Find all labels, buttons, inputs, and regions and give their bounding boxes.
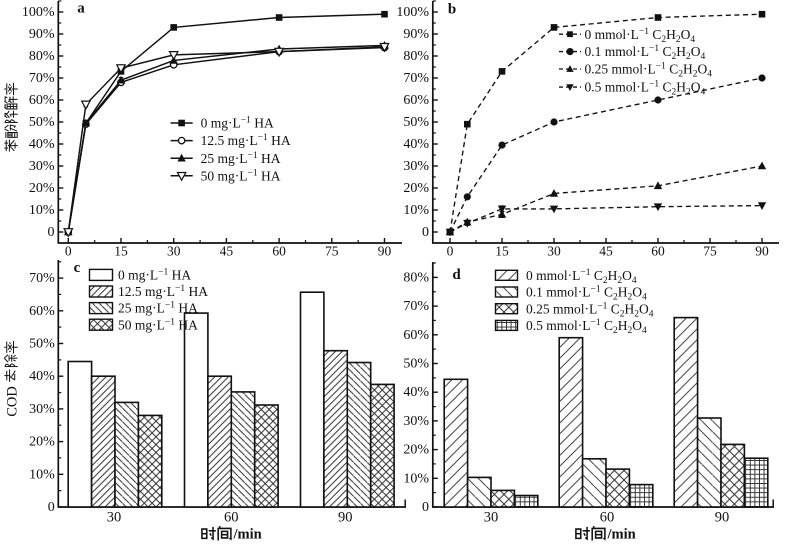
svg-text:40%: 40% (403, 385, 429, 400)
svg-text:75: 75 (703, 243, 717, 258)
svg-text:COD: COD (5, 386, 21, 417)
svg-text:0.1 mmol·L−1 C2H2O4: 0.1 mmol·L−1 C2H2O4 (526, 285, 647, 303)
svg-text:60%: 60% (403, 93, 429, 108)
svg-text:10%: 10% (403, 203, 429, 218)
svg-text:60%: 60% (29, 304, 55, 319)
svg-text:60: 60 (224, 510, 239, 526)
svg-text:90: 90 (755, 243, 769, 258)
svg-text:10%: 10% (403, 471, 429, 486)
svg-text:80%: 80% (403, 270, 429, 285)
svg-text:50%: 50% (403, 115, 429, 130)
svg-text:0: 0 (422, 225, 429, 240)
svg-text:/min: /min (233, 526, 262, 542)
svg-text:90%: 90% (403, 27, 429, 42)
svg-text:/min: /min (607, 526, 636, 542)
svg-text:40%: 40% (29, 137, 55, 152)
svg-text:0: 0 (422, 500, 429, 515)
svg-text:70%: 70% (403, 71, 429, 86)
svg-text:45: 45 (220, 243, 234, 258)
svg-text:15: 15 (114, 243, 128, 258)
svg-text:80%: 80% (403, 49, 429, 64)
svg-text:50%: 50% (403, 357, 429, 372)
svg-text:0 mg·L−1 HA: 0 mg·L−1 HA (118, 268, 191, 283)
svg-text:60%: 60% (403, 328, 429, 343)
svg-text:12.5 mg·L−1 HA: 12.5 mg·L−1 HA (118, 284, 208, 299)
svg-text:100%: 100% (396, 5, 429, 20)
svg-text:12.5 mg·L−1 HA: 12.5 mg·L−1 HA (201, 133, 291, 148)
svg-text:c: c (74, 260, 81, 276)
svg-text:30%: 30% (29, 159, 55, 174)
svg-text:0 mg·L−1 HA: 0 mg·L−1 HA (201, 116, 274, 131)
svg-text:30%: 30% (403, 159, 429, 174)
svg-text:40%: 40% (403, 137, 429, 152)
svg-text:0: 0 (48, 225, 55, 240)
svg-text:50 mg·L−1 HA: 50 mg·L−1 HA (201, 168, 281, 183)
svg-text:50%: 50% (29, 115, 55, 130)
svg-text:30%: 30% (29, 402, 55, 417)
svg-text:80%: 80% (29, 49, 55, 64)
svg-text:0: 0 (48, 500, 55, 515)
svg-text:90: 90 (715, 510, 730, 526)
svg-text:30%: 30% (403, 414, 429, 429)
svg-text:45: 45 (599, 243, 613, 258)
svg-text:60%: 60% (29, 93, 55, 108)
svg-text:40%: 40% (29, 369, 55, 384)
svg-text:d: d (452, 267, 461, 283)
svg-text:70%: 70% (29, 71, 55, 86)
svg-text:90: 90 (338, 510, 353, 526)
svg-text:30: 30 (547, 243, 561, 258)
svg-text:a: a (77, 1, 85, 17)
svg-text:0: 0 (65, 243, 72, 258)
svg-text:15: 15 (495, 243, 509, 258)
svg-text:90%: 90% (29, 27, 55, 42)
svg-text:20%: 20% (403, 181, 429, 196)
svg-text:100%: 100% (22, 5, 55, 20)
svg-text:70%: 70% (29, 271, 55, 286)
svg-text:60: 60 (272, 243, 286, 258)
svg-text:70%: 70% (403, 299, 429, 314)
svg-text:20%: 20% (29, 435, 55, 450)
svg-text:20%: 20% (403, 443, 429, 458)
svg-text:50 mg·L−1 HA: 50 mg·L−1 HA (118, 317, 198, 332)
svg-text:10%: 10% (29, 467, 55, 482)
svg-text:60: 60 (600, 510, 615, 526)
svg-text:30: 30 (484, 510, 499, 526)
svg-text:60: 60 (651, 243, 665, 258)
svg-text:25 mg·L−1 HA: 25 mg·L−1 HA (201, 151, 281, 166)
svg-text:50%: 50% (29, 337, 55, 352)
svg-text:30: 30 (107, 510, 122, 526)
svg-text:25 mg·L−1 HA: 25 mg·L−1 HA (118, 301, 198, 316)
svg-text:30: 30 (167, 243, 181, 258)
svg-text:20%: 20% (29, 181, 55, 196)
svg-text:90: 90 (378, 243, 392, 258)
svg-text:0 mmol·L−1 C2H2O4: 0 mmol·L−1 C2H2O4 (526, 268, 637, 286)
svg-text:0 mmol·L−1 C2H2O4: 0 mmol·L−1 C2H2O4 (585, 27, 696, 45)
svg-text:0: 0 (447, 243, 454, 258)
svg-text:75: 75 (325, 243, 339, 258)
svg-text:b: b (448, 2, 456, 18)
svg-text:10%: 10% (29, 203, 55, 218)
